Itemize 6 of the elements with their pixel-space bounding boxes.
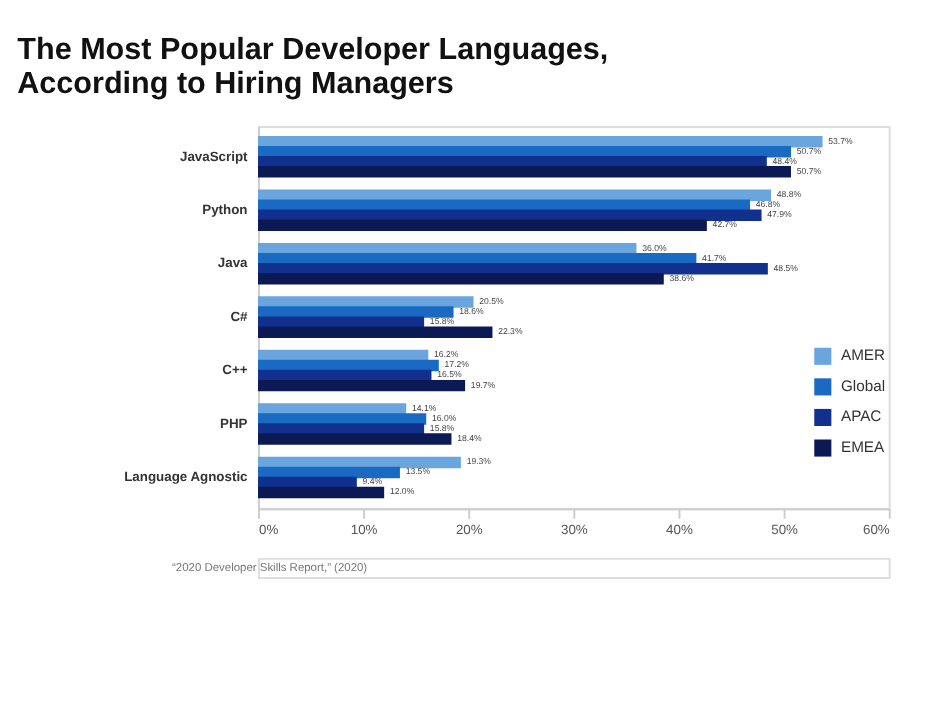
- legend-label: AMER: [840, 346, 887, 365]
- legend-label: EMEA: [840, 437, 887, 456]
- text: According to Hiring Managers: [17, 67, 454, 102]
- legend-label: APAC: [840, 407, 883, 426]
- legend-label: Global: [840, 376, 886, 395]
- text: The Most Popular Developer Languages,: [17, 33, 609, 68]
